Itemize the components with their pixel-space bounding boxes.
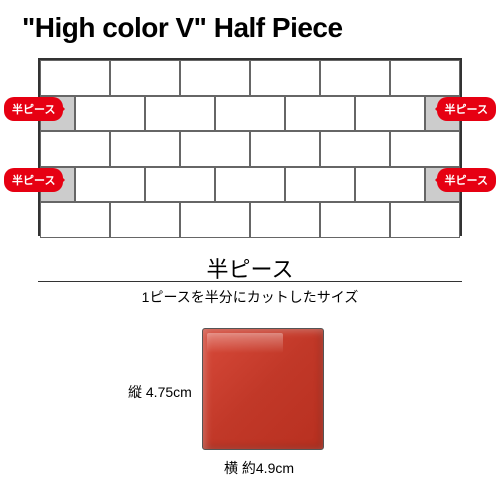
tile-full xyxy=(110,131,180,167)
half-piece-badge: 半ピース xyxy=(437,97,496,121)
tile-full xyxy=(320,131,390,167)
tile-full xyxy=(215,96,285,132)
description: 1ピースを半分にカットしたサイズ xyxy=(0,287,500,307)
tile-full xyxy=(75,96,145,132)
tile-full xyxy=(180,60,250,96)
page-title: "High color V" Half Piece xyxy=(22,12,343,44)
tile-sample-icon xyxy=(202,328,324,450)
divider xyxy=(38,281,462,282)
half-piece-badge: 半ピース xyxy=(437,168,496,192)
tile-full xyxy=(250,131,320,167)
brick-row xyxy=(40,60,460,96)
brick-row xyxy=(40,96,460,132)
dimension-vertical: 縦 4.75cm xyxy=(128,382,192,402)
subtitle: 半ピース xyxy=(0,252,500,284)
tile-full xyxy=(40,60,110,96)
tile-full xyxy=(40,202,110,238)
half-piece-badge: 半ピース xyxy=(4,168,63,192)
tile-full xyxy=(40,131,110,167)
tile-full xyxy=(320,60,390,96)
brick-row xyxy=(40,131,460,167)
tile-full xyxy=(355,167,425,203)
tile-full xyxy=(390,60,460,96)
tile-full xyxy=(285,167,355,203)
tile-full xyxy=(390,202,460,238)
tile-full xyxy=(250,202,320,238)
tile-full xyxy=(75,167,145,203)
half-piece-badge: 半ピース xyxy=(4,97,63,121)
tile-full xyxy=(145,96,215,132)
tile-full xyxy=(390,131,460,167)
tile-full xyxy=(180,202,250,238)
dimension-horizontal: 横 約4.9cm xyxy=(224,458,294,478)
tile-full xyxy=(180,131,250,167)
tile-full xyxy=(320,202,390,238)
tile-full xyxy=(215,167,285,203)
brick-row xyxy=(40,202,460,238)
brick-diagram xyxy=(38,58,462,236)
brick-row xyxy=(40,167,460,203)
tile-full xyxy=(110,202,180,238)
tile-full xyxy=(285,96,355,132)
tile-full xyxy=(250,60,320,96)
tile-full xyxy=(355,96,425,132)
tile-full xyxy=(110,60,180,96)
tile-full xyxy=(145,167,215,203)
